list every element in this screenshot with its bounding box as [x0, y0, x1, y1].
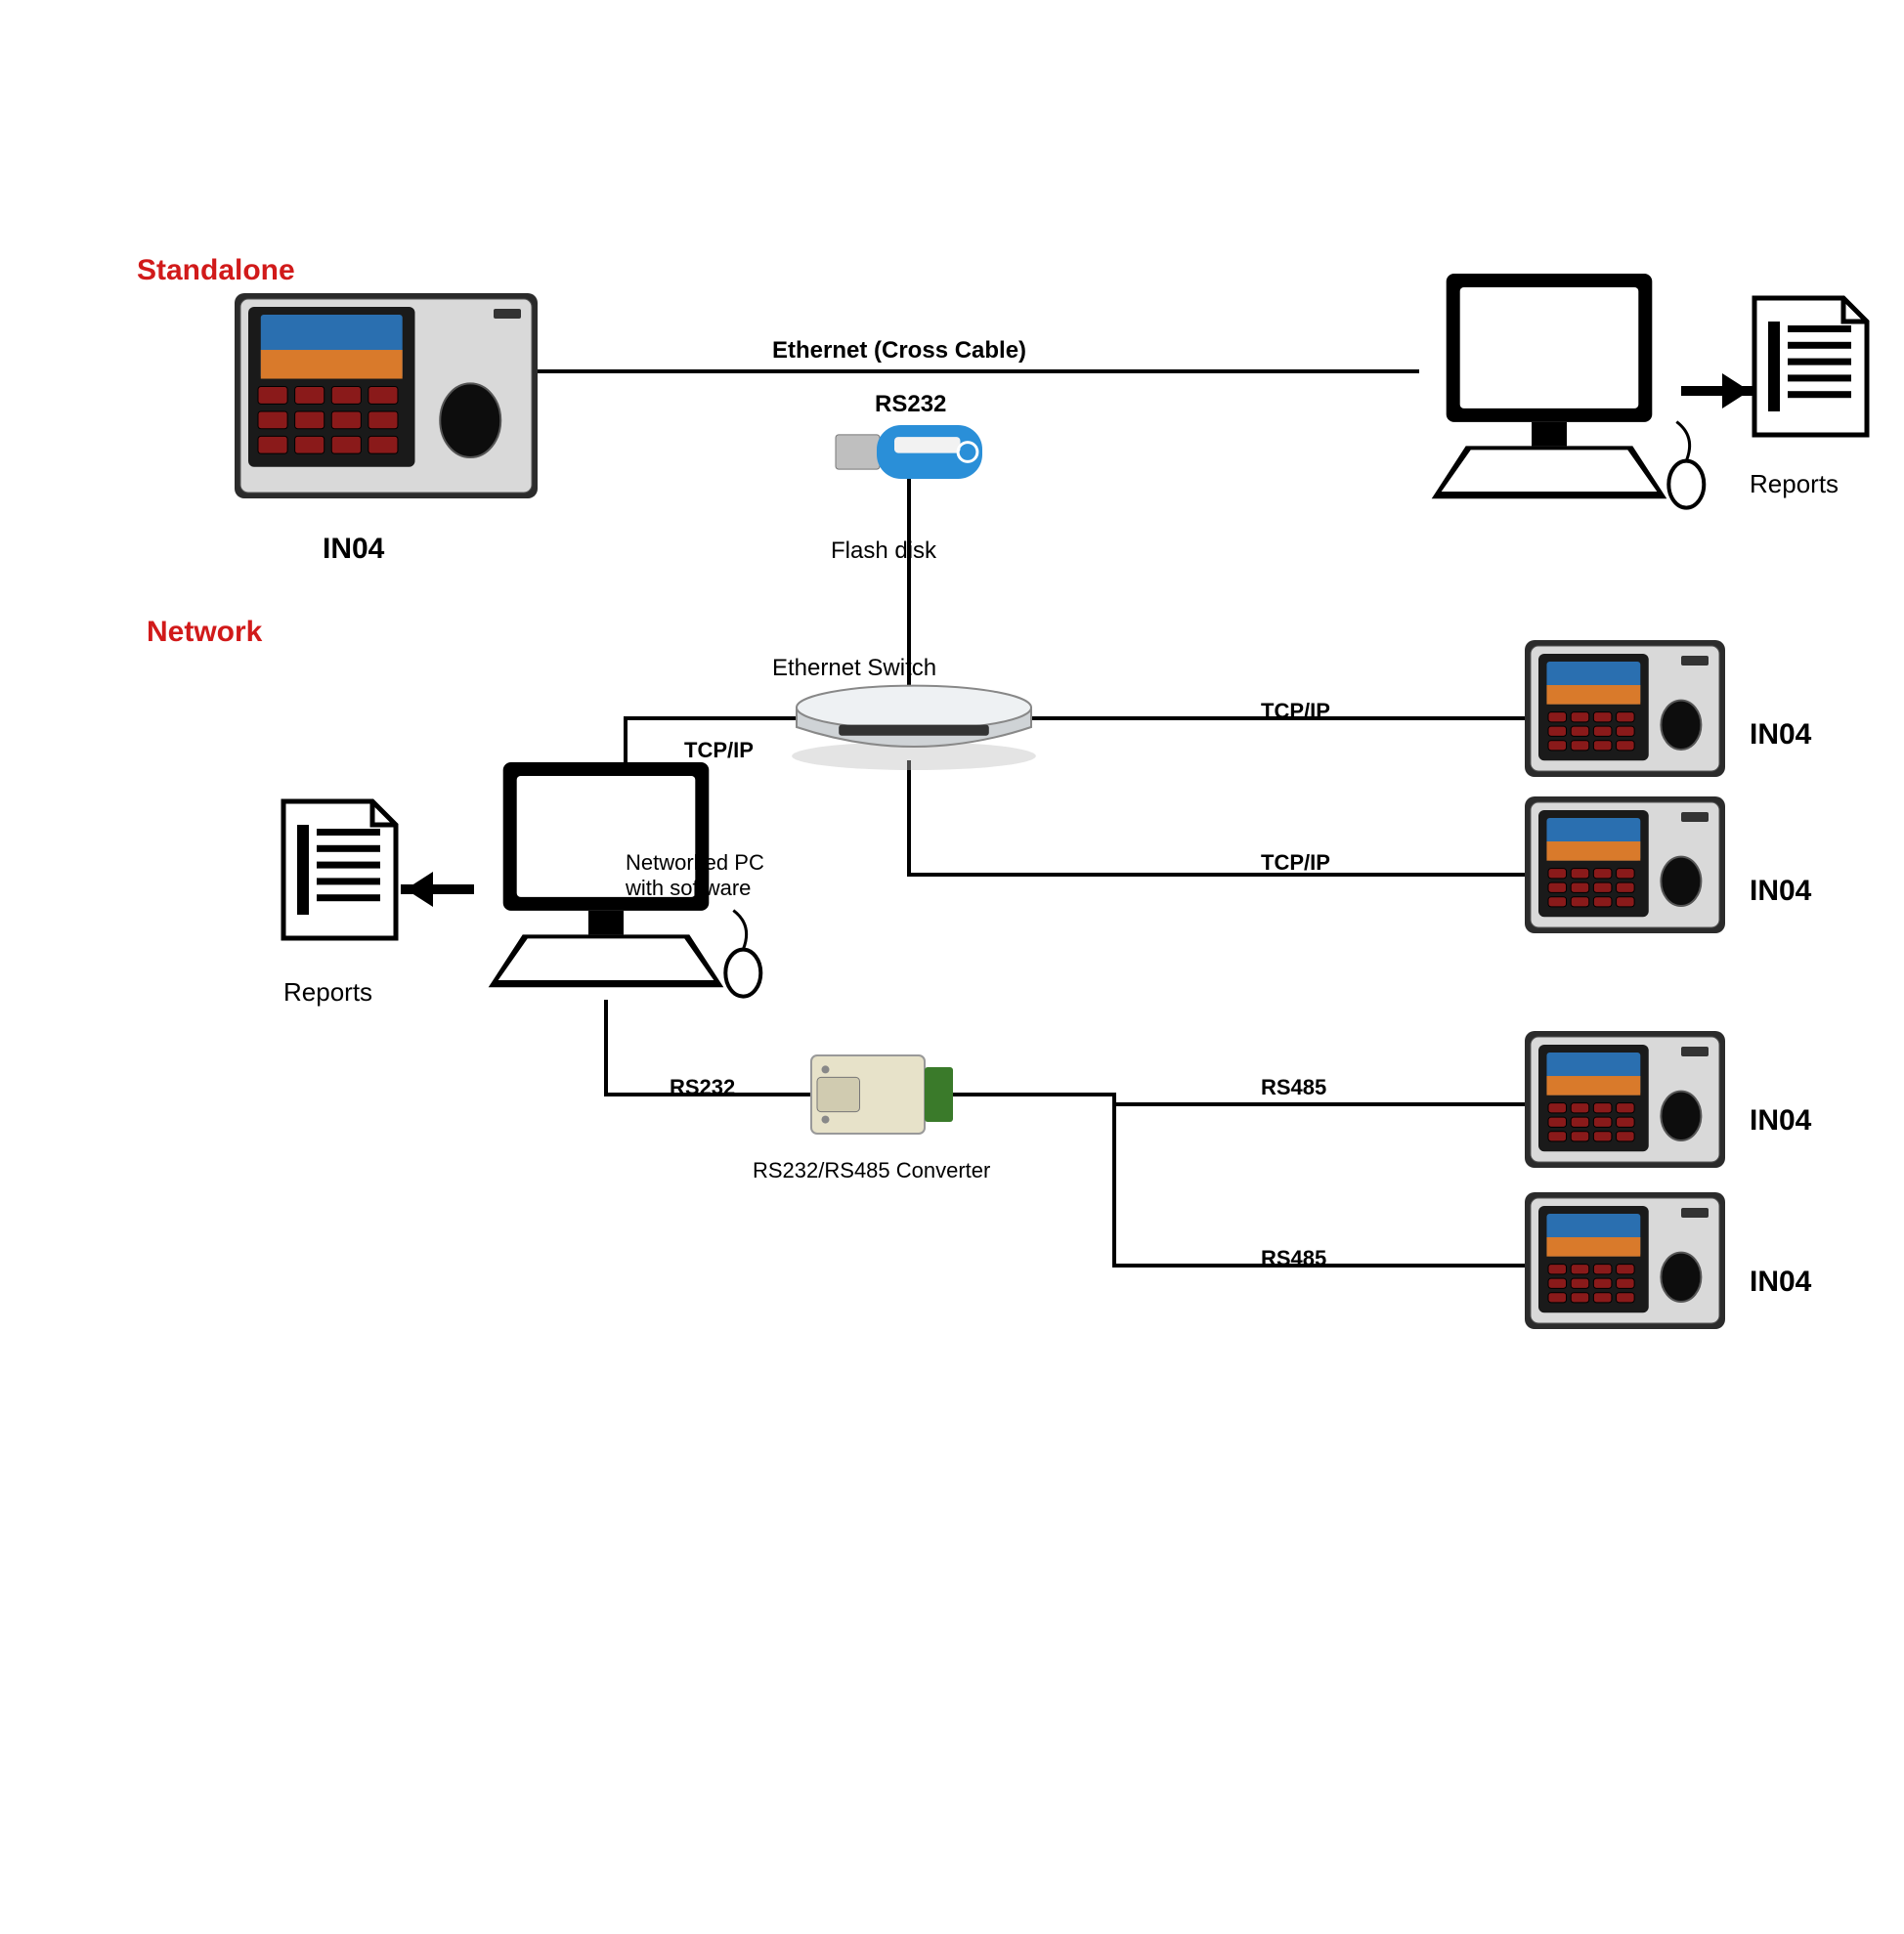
device-converter [811, 1055, 953, 1134]
edge-label-pc_to_conv: RS232 [670, 1075, 735, 1100]
edge-label-sa_rs232: RS232 [875, 391, 946, 418]
edge-label-conv_to_dev3: RS485 [1261, 1075, 1326, 1100]
label-converter: RS232/RS485 Converter [753, 1158, 990, 1183]
document-network-reports [283, 801, 396, 938]
label-flash-disk: Flash disk [831, 537, 936, 565]
device-net-in04-1 [1525, 640, 1725, 777]
label-net-dev-1: IN04 [1750, 718, 1811, 752]
label-net-dev-3: IN04 [1750, 1104, 1811, 1138]
device-standalone-in04 [235, 293, 538, 498]
device-net-in04-2 [1525, 796, 1725, 933]
edge-label-pc_to_switch: TCP/IP [684, 738, 754, 763]
device-standalone-pc [1432, 274, 1705, 508]
edge-label-switch_to_dev1: TCP/IP [1261, 699, 1330, 724]
label-ethernet-switch: Ethernet Switch [772, 655, 936, 682]
label-network-reports: Reports [283, 977, 372, 1008]
device-net-in04-3 [1525, 1031, 1725, 1168]
label-standalone-in04: IN04 [323, 533, 384, 566]
device-usb-flash [836, 425, 982, 479]
label-net-dev-4: IN04 [1750, 1266, 1811, 1299]
device-net-in04-4 [1525, 1192, 1725, 1329]
edge-label-sa_eth: Ethernet (Cross Cable) [772, 337, 1026, 365]
label-net-dev-2: IN04 [1750, 875, 1811, 908]
edge-label-conv_to_dev4: RS485 [1261, 1246, 1326, 1271]
edge-label-switch_to_dev2: TCP/IP [1261, 850, 1330, 876]
device-ethernet-switch [792, 686, 1036, 770]
label-standalone-reports: Reports [1750, 469, 1839, 499]
document-standalone-reports [1754, 298, 1867, 435]
label-networked-pc: Networked PCwith software [626, 850, 764, 902]
devices-layer [0, 0, 1904, 1934]
